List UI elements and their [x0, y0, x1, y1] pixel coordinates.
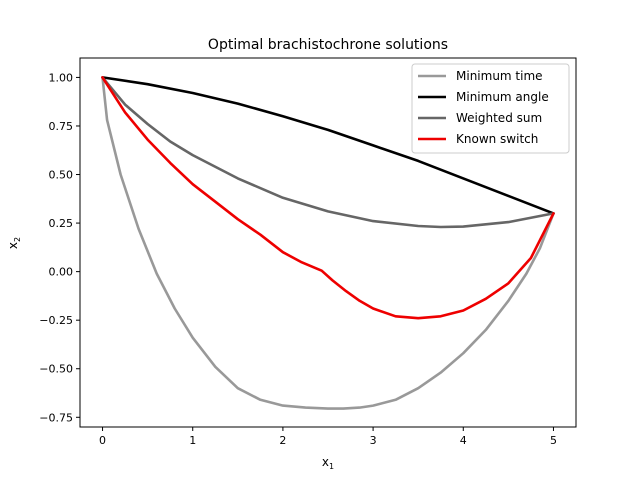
legend-label-1: Minimum angle [456, 90, 549, 104]
series-layer [101, 76, 555, 410]
series-line-0 [101, 76, 555, 410]
legend-label-0: Minimum time [456, 69, 543, 83]
legend-label-3: Known switch [456, 132, 538, 146]
y-axis-label-subscript: 2 [13, 237, 22, 242]
y-tick-label: 0.75 [49, 120, 74, 133]
series-line-3 [101, 76, 555, 320]
y-tick-label: 1.00 [49, 71, 74, 84]
x-tick-label: 1 [189, 434, 196, 447]
x-axis-label-subscript: 1 [329, 462, 334, 471]
x-axis-label: x1 [322, 455, 334, 471]
y-axis-label-main: x [6, 242, 20, 249]
series-line-2 [101, 76, 555, 229]
y-tick-label: 0.00 [49, 266, 74, 279]
legend-box [411, 63, 570, 154]
y-tick-label: −0.25 [39, 314, 73, 327]
x-tick-label: 5 [550, 434, 557, 447]
x-axis-ticks: 0 1 2 3 4 5 [99, 427, 557, 447]
legend: Minimum time Minimum angle Weighted sum Kno… [411, 63, 570, 154]
legend-label-2: Weighted sum [456, 111, 542, 125]
chart-title: Optimal brachistochrone solutions [208, 37, 448, 53]
y-axis-label: x2 [6, 237, 22, 249]
x-axis-label-main: x [322, 455, 329, 469]
y-axis-ticks: −0.75 −0.50 −0.25 0.00 0.25 0.50 0.75 1.00 [39, 71, 80, 424]
x-tick-label: 3 [370, 434, 377, 447]
y-tick-label: 0.25 [49, 217, 74, 230]
y-tick-label: −0.75 [39, 411, 73, 424]
y-tick-label: −0.50 [39, 363, 73, 376]
x-tick-label: 0 [99, 434, 106, 447]
x-tick-label: 4 [460, 434, 467, 447]
x-tick-label: 2 [279, 434, 286, 447]
y-tick-label: 0.50 [49, 169, 74, 182]
series-line-1 [101, 76, 555, 215]
plot-frame [79, 57, 577, 428]
